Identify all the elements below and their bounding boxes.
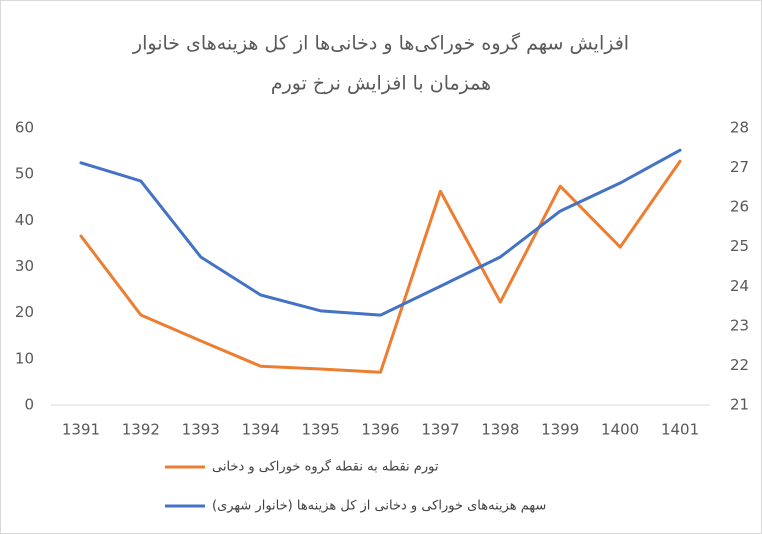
y-tick-label: 60 [15,119,34,137]
y-tick-label: 10 [15,349,34,367]
series-line [79,159,682,374]
series-line [79,148,682,317]
x-tick-label: 1392 [122,421,160,439]
x-tick-label: 1401 [661,421,699,439]
x-tick-label: 1393 [182,421,220,439]
x-tick-label: 1397 [421,421,459,439]
y-tick-label: 30 [15,257,34,275]
y2-tick-label: 26 [730,198,749,216]
x-tick-label: 1391 [62,421,100,439]
y2-tick-label: 25 [730,237,749,255]
x-tick-label: 1396 [361,421,399,439]
y-tick-label: 20 [15,303,34,321]
y2-tick-label: 21 [730,396,749,414]
legend-label: سهم هزینه‌های خوراکی و دخانی از کل هزینه… [212,499,546,514]
x-tick-label: 1399 [541,421,579,439]
x-tick-label: 1395 [301,421,339,439]
y-tick-label: 40 [15,211,34,229]
y2-tick-label: 22 [730,356,749,374]
y-tick-label: 50 [15,165,34,183]
x-tick-label: 1398 [481,421,519,439]
x-tick-label: 1400 [601,421,639,439]
legend-label: تورم نقطه به نقطه گروه خوراکی و دخانی [212,459,439,475]
y2-tick-label: 28 [730,119,749,137]
y2-tick-label: 27 [730,158,749,176]
x-tick-label: 1394 [242,421,280,439]
y2-tick-label: 24 [730,277,749,295]
chart-title: افزایش سهم گروه خوراکی‌ها و دخانی‌ها از … [132,32,629,55]
chart-title: همزمان با افزایش نرخ تورم [271,73,491,95]
y-tick-label: 0 [24,396,34,414]
y2-tick-label: 23 [730,316,749,334]
